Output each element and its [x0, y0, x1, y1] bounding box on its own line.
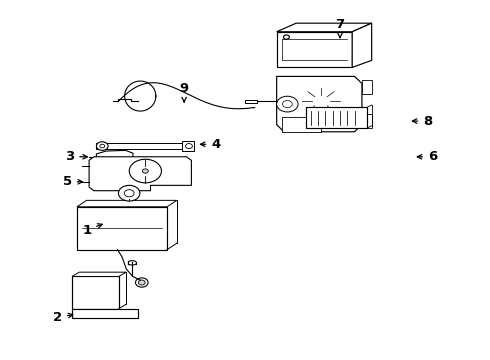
Text: 5: 5	[63, 175, 82, 188]
Circle shape	[186, 144, 193, 149]
Circle shape	[143, 169, 148, 173]
Polygon shape	[362, 80, 372, 94]
Circle shape	[284, 35, 289, 39]
Polygon shape	[362, 114, 372, 128]
Circle shape	[119, 185, 140, 201]
Circle shape	[138, 280, 145, 285]
Polygon shape	[277, 23, 372, 32]
Circle shape	[135, 278, 148, 287]
Circle shape	[129, 159, 161, 183]
Polygon shape	[97, 143, 187, 149]
Polygon shape	[72, 272, 126, 276]
Polygon shape	[277, 76, 362, 132]
Polygon shape	[72, 309, 138, 318]
Text: 9: 9	[179, 82, 189, 102]
Polygon shape	[352, 23, 372, 67]
Text: 4: 4	[200, 138, 220, 151]
Polygon shape	[89, 157, 192, 191]
Polygon shape	[77, 201, 177, 207]
Circle shape	[97, 142, 108, 150]
Text: 6: 6	[417, 150, 437, 163]
Text: 1: 1	[82, 224, 102, 237]
Circle shape	[124, 190, 134, 197]
Polygon shape	[277, 32, 352, 67]
Polygon shape	[282, 117, 320, 132]
Circle shape	[277, 96, 298, 112]
Polygon shape	[245, 100, 257, 103]
Polygon shape	[77, 207, 167, 249]
Text: 8: 8	[413, 114, 432, 127]
Text: 3: 3	[65, 150, 87, 163]
Circle shape	[283, 100, 292, 108]
Polygon shape	[72, 276, 119, 309]
Polygon shape	[182, 141, 194, 152]
Polygon shape	[97, 150, 133, 163]
Polygon shape	[306, 108, 367, 128]
Text: 2: 2	[53, 311, 73, 324]
Circle shape	[100, 144, 105, 148]
Text: 7: 7	[336, 18, 344, 37]
